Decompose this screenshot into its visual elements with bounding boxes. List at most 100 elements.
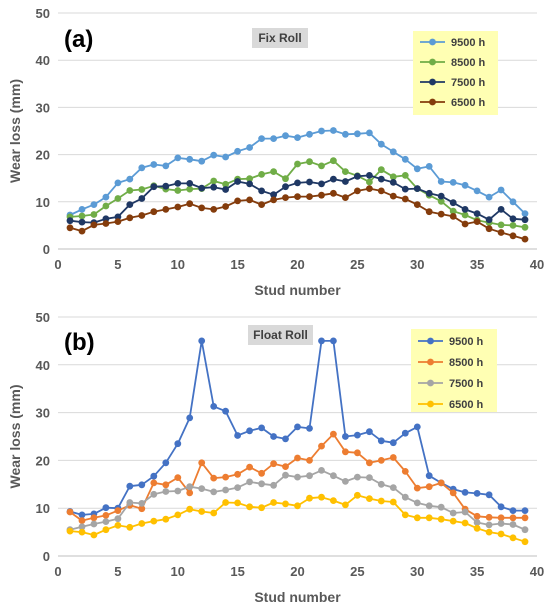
chart-a-data-point [270,196,277,204]
chart-a-data-point [282,132,289,140]
chart-b-data-point [102,504,110,512]
chart-b-data-point [258,469,265,477]
chart-b-data-point [485,528,493,536]
chart-a-data-point [306,158,313,166]
chart-a-data-point [114,179,122,187]
chart-a-data-point [222,180,230,188]
chart-b-data-point [330,472,337,480]
chart-b-data-point [485,513,493,521]
chart-b-data-point [389,439,397,447]
chart-a-data-point [342,168,349,176]
chart-a-data-point [437,178,445,185]
chart-b-legend-entry: 9500 h [449,336,484,348]
chart-a-data-point [449,207,457,215]
chart-b-legend-marker [427,400,434,408]
chart-a-x-tick-label: 30 [410,257,424,272]
chart-a-data-point [342,130,349,138]
chart-b-data-point [186,414,194,422]
chart-a-data-point [126,187,134,194]
chart-a-data-point [461,206,469,213]
chart-a-data-point [138,212,146,219]
chart-a-data-point [258,135,265,143]
chart-b-data-point [234,484,242,491]
chart-b-x-tick-label: 0 [54,564,61,579]
chart-a-data-point [521,216,529,224]
chart-a-data-point [366,172,373,179]
chart-b-data-point [473,519,481,526]
chart-a-x-tick-label: 40 [530,257,544,272]
chart-b-data-point [377,480,385,488]
chart-a-data-point [246,175,254,183]
chart-a-data-point [389,148,397,156]
chart-b-data-point [306,472,313,480]
chart-b-data-point [102,512,110,519]
chart-a-data-point [425,208,433,216]
chart-a-data-point [66,217,74,225]
chart-a-data-point [222,153,230,161]
chart-a-data-point [413,201,421,209]
chart-a-data-point [413,165,421,173]
chart-b-data-point [90,520,98,528]
chart-a-data-point [318,162,325,170]
chart-a-tag-label: Fix Roll [258,31,301,45]
chart-a-data-point [330,189,337,197]
chart-a-data-point [318,191,325,199]
chart-a-data-point [509,222,517,229]
chart-b-data-point [509,521,517,528]
chart-b-x-tick-label: 35 [470,564,484,579]
chart-a-data-point [294,134,301,142]
chart-a-data-point [210,183,218,191]
chart-b-data-point [162,459,170,467]
chart-b-data-point [282,471,289,479]
chart-a-data-point [162,182,170,190]
chart-a-data-point [354,187,361,195]
chart-a-data-point [485,225,493,233]
chart-b-y-tick-label: 20 [36,453,50,468]
chart-a-data-point [377,140,385,148]
chart-a-data-point [497,221,505,229]
chart-a-data-point [246,180,254,188]
chart-a-panel-label: (a) [64,26,93,53]
chart-b-data-point [210,403,218,410]
chart-b-data-point [413,499,421,507]
chart-a-data-point [497,206,505,213]
chart-b-data-point [114,522,122,529]
chart-a-x-tick-label: 25 [350,257,364,272]
chart-a-y-tick-label: 40 [36,53,50,68]
chart-b-data-point [90,531,98,539]
chart-b-data-point [521,538,529,546]
chart-a-data-point [66,224,74,232]
chart-b-data-point [294,454,301,462]
chart-a-data-point [210,177,218,185]
chart-a-data-point [126,201,134,209]
chart-a-legend-entry: 8500 h [451,57,486,69]
chart-a-data-point [150,183,158,191]
chart-b-data-point [198,459,206,467]
chart-a-data-point [377,175,385,183]
chart-a-data-point [389,179,397,186]
chart-a-data-point [138,186,146,193]
chart-b-data-point [138,481,146,489]
chart-b-data-point [246,478,254,486]
chart-b-data-point [366,495,373,502]
chart-a-data-point [162,162,170,170]
chart-b-data-point [102,518,110,525]
chart-b-data-point [174,440,182,448]
chart-b-data-point [198,337,206,345]
chart-b-data-point [282,435,289,443]
chart-b-data-point [78,511,86,519]
chart-b-data-point [258,480,265,488]
chart-a-data-point [342,194,349,202]
chart-b-data-point [222,499,230,506]
chart-b-data-point [401,511,409,519]
chart-a-y-tick-label: 10 [36,195,50,210]
chart-a-data-point [114,195,122,202]
chart-b-data-point [150,472,158,480]
chart-b-data-point [521,514,529,522]
chart-b-data-point [198,508,206,515]
chart-b-data-point [377,497,385,505]
chart-b-data-point [342,501,349,509]
chart-b-data-point [198,485,206,492]
chart-a-data-point [150,208,158,216]
